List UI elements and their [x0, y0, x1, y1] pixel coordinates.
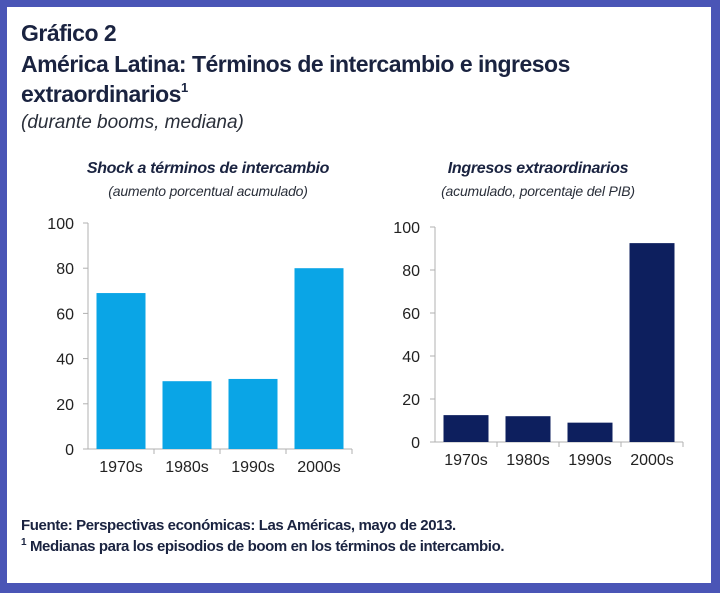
left-y-tick-label: 20: [56, 397, 74, 414]
figure-title-line2-text: extraordinarios: [21, 81, 181, 107]
left-bar-1980s: [162, 381, 212, 449]
left-x-tick-label: 1980s: [165, 459, 209, 476]
left-x-tick-label: 1970s: [99, 459, 143, 476]
left-x-tick-label: 2000s: [297, 459, 341, 476]
left-x-tick-label: 1990s: [231, 459, 275, 476]
right-chart-subtitle: (acumulado, porcentaje del PIB): [441, 183, 635, 199]
right-y-tick-label: 20: [402, 392, 420, 409]
left-y-tick-label: 60: [56, 306, 74, 323]
right-x-tick-label: 1980s: [506, 452, 550, 469]
left-bar-1970s: [96, 293, 146, 449]
right-y-tick-label: 100: [393, 220, 420, 237]
right-x-tick-label: 2000s: [630, 452, 674, 469]
right-x-tick-label: 1970s: [444, 452, 488, 469]
figure-title-line1: América Latina: Términos de intercambio …: [21, 51, 570, 77]
left-bar-1990s: [228, 378, 278, 449]
left-bar-2000s: [294, 268, 344, 449]
left-chart-subtitle: (aumento porcentual acumulado): [108, 183, 308, 199]
left-y-tick-label: 100: [47, 216, 74, 233]
right-bar-1990s: [567, 422, 613, 442]
figure-label: Gráfico 2: [21, 20, 117, 46]
right-chart-title: Ingresos extraordinarios: [447, 160, 629, 177]
right-y-tick-label: 40: [402, 349, 420, 366]
right-x-tick-label: 1990s: [568, 452, 612, 469]
footnote: 1 Medianas para los episodios de boom en…: [21, 537, 505, 555]
right-y-tick-label: 60: [402, 306, 420, 323]
footnote-marker: 1: [180, 80, 188, 95]
left-y-tick-label: 0: [65, 442, 74, 459]
left-chart-title: Shock a términos de intercambio: [86, 160, 330, 177]
source-note: Fuente: Perspectivas económicas: Las Amé…: [21, 517, 456, 534]
right-y-tick-label: 80: [402, 263, 420, 280]
figure-title-line2: extraordinarios1: [21, 80, 188, 108]
right-bar-2000s: [629, 243, 675, 442]
left-y-tick-label: 40: [56, 352, 74, 369]
right-y-tick-label: 0: [411, 435, 420, 452]
right-bar-1970s: [443, 415, 489, 442]
figure-subtitle: (durante booms, mediana): [21, 112, 244, 133]
footnote-marker: 1: [21, 537, 27, 548]
footnote-text: Medianas para los episodios de boom en l…: [29, 538, 505, 555]
left-y-tick-label: 80: [56, 261, 74, 278]
right-bar-1980s: [505, 416, 551, 442]
